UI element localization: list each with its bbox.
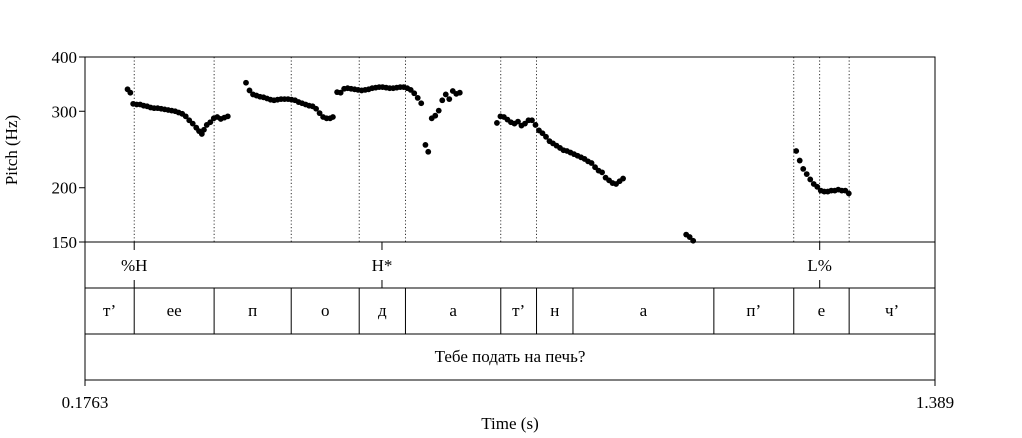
pitch-point — [456, 89, 463, 96]
pitch-point — [686, 234, 693, 240]
pitch-point — [796, 157, 803, 164]
phone-label: ч’ — [885, 301, 899, 320]
y-tick-label: 200 — [52, 179, 78, 198]
pitch-point — [337, 89, 344, 96]
pitch-point — [411, 90, 418, 97]
phone-label: ее — [167, 301, 182, 320]
pitch-point — [543, 133, 549, 140]
phone-label: е — [818, 301, 826, 320]
phone-label: п — [248, 301, 257, 320]
pitch-point — [224, 113, 231, 120]
tone-label: %H — [121, 256, 147, 275]
pitch-point — [182, 113, 189, 120]
pitch-point — [243, 79, 249, 86]
pitch-point — [316, 110, 323, 117]
pitch-point — [201, 126, 207, 133]
pitch-point — [330, 114, 336, 120]
pitch-point — [439, 97, 446, 104]
pitch-point — [529, 117, 535, 124]
x-tick-label-start: 0.1763 — [62, 393, 109, 412]
y-tick-label: 400 — [52, 48, 78, 67]
y-axis-label: Pitch (Hz) — [2, 115, 21, 185]
y-tick-label: 300 — [52, 102, 78, 121]
pitch-point — [807, 176, 814, 183]
pitch-point — [414, 95, 421, 101]
pitch-point — [620, 175, 626, 182]
pitch-point — [446, 96, 453, 102]
phone-tier — [84, 287, 936, 335]
plot-frame — [84, 56, 936, 243]
pitch-point — [246, 87, 253, 94]
pitch-point — [432, 112, 439, 119]
tone-label: H* — [372, 256, 393, 275]
phone-label: н — [550, 301, 559, 320]
sentence-label: Тебе подать на печь? — [435, 347, 586, 366]
pitch-point — [425, 148, 432, 155]
pitch-point — [435, 107, 442, 114]
pitch-point — [599, 169, 605, 176]
tone-label: L% — [807, 256, 832, 275]
x-axis-label: Time (s) — [481, 414, 538, 433]
pitch-point — [803, 171, 810, 178]
pitch-point — [793, 148, 800, 154]
phone-label: д — [378, 301, 387, 320]
pitch-point — [800, 166, 807, 172]
phone-label: т’ — [103, 301, 116, 320]
pitch-point — [442, 91, 449, 98]
y-tick-label: 150 — [52, 233, 78, 252]
phone-label: п’ — [746, 301, 761, 320]
pitch-point — [189, 120, 196, 127]
sentence-tier — [84, 333, 936, 381]
x-tick-label-end: 1.389 — [916, 393, 954, 412]
pitch-point — [539, 130, 546, 137]
pitch-point — [422, 142, 429, 148]
pitch-point — [814, 183, 821, 190]
pitch-point — [207, 119, 214, 126]
pitch-point — [494, 120, 500, 126]
pitch-point — [588, 160, 595, 166]
pitch-point — [515, 118, 521, 125]
phone-label: а — [449, 301, 457, 320]
pitch-point — [418, 100, 425, 107]
pitch-point — [313, 105, 319, 112]
phone-label: т’ — [512, 301, 525, 320]
pitch-point — [845, 190, 852, 197]
pitch-point — [532, 122, 539, 128]
phone-label: о — [321, 301, 330, 320]
pitch-point — [127, 89, 134, 96]
phone-label: а — [640, 301, 648, 320]
pitch-point — [690, 237, 697, 244]
